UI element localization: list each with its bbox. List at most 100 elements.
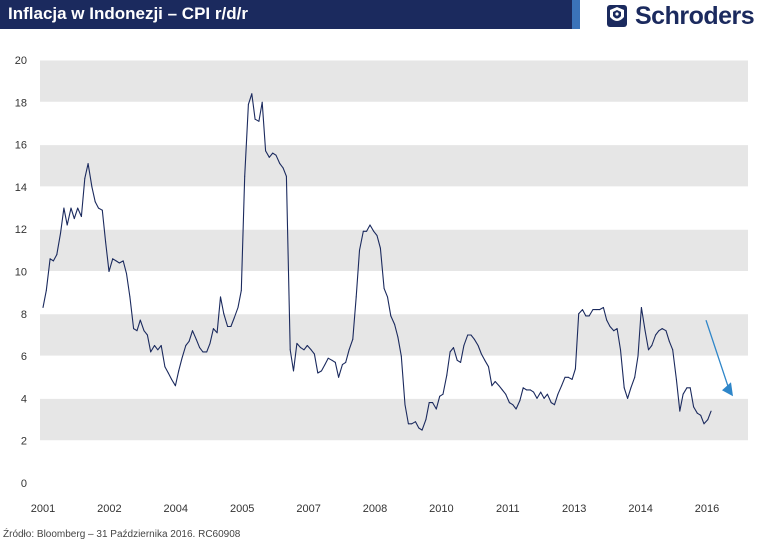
data-point [484,359,486,361]
header-accent [572,0,580,29]
data-point [341,364,343,366]
x-tick-label: 2007 [296,503,320,515]
data-point [400,355,402,357]
data-point [233,317,235,319]
data-point [658,330,660,332]
y-tick-label: 12 [15,224,27,236]
data-point [45,290,47,291]
data-point [303,349,305,351]
data-point [383,287,385,289]
data-point [178,370,180,372]
x-tick-label: 2002 [97,503,121,515]
data-point [164,366,166,368]
data-point [693,406,695,408]
data-point [630,387,632,389]
data-point [171,378,173,380]
data-point [665,330,667,332]
line-chart: 0 2 4 6 8 10 12 14 16 18 20 2001 2002 2004 2005 2007 200… [0,40,770,520]
data-point [348,349,350,351]
data-point [327,357,329,359]
data-point [672,349,674,351]
data-point [689,387,691,389]
data-point [293,370,294,372]
data-point [411,423,413,425]
y-tick-label: 18 [15,97,27,109]
y-tick-label: 6 [21,351,27,363]
data-point [359,249,360,251]
data-point [80,216,82,217]
data-point [56,254,58,256]
x-tick-label: 2010 [429,503,453,515]
data-point [209,342,211,344]
data-point [425,419,427,421]
data-point [101,209,103,211]
data-point [550,402,552,404]
data-point [285,175,287,177]
brand-name: Schroders [635,2,755,30]
data-point [397,336,399,338]
data-point [460,361,462,363]
data-point [63,207,65,209]
data-point [668,340,670,342]
data-point [477,345,479,346]
data-point [254,118,256,120]
data-point [564,376,566,378]
data-point [561,385,563,387]
data-point [627,397,629,399]
data-point [122,260,124,262]
data-point [300,347,302,349]
data-point [223,313,225,315]
data-point [154,345,155,346]
header-bar: Inflacja w Indonezji – CPI r/d/r [0,0,572,29]
data-point [602,307,604,308]
data-point [268,156,270,158]
data-point [574,368,576,370]
data-point [296,342,298,344]
data-point [306,345,308,346]
data-point [536,397,538,399]
crest-icon [607,5,627,27]
data-point [467,334,469,336]
data-point [390,315,392,317]
y-tick-label: 4 [21,393,27,405]
data-point [682,393,684,395]
data-point [428,402,430,404]
data-point [160,345,162,346]
x-tick-label: 2013 [562,503,586,515]
data-point [157,349,159,351]
data-point [227,326,229,327]
data-point [129,296,131,298]
data-point [546,393,548,395]
data-point [675,378,677,380]
data-point [272,152,274,154]
data-point [202,351,204,353]
data-point [282,167,284,169]
data-point [167,372,169,374]
data-point [446,374,448,376]
data-point [321,370,322,372]
data-point [265,150,267,152]
data-point [488,366,489,368]
data-point [501,389,503,391]
data-point [369,224,371,226]
data-point [379,247,381,249]
data-point [519,400,521,401]
data-point [230,326,232,327]
data-point [578,313,580,315]
data-point [582,309,583,311]
data-point [195,338,197,340]
data-point [522,387,524,389]
data-point [498,385,500,387]
grid-band [40,60,748,103]
data-point [526,389,527,391]
grid-band [40,229,748,272]
x-tick-label: 2008 [363,503,387,515]
y-tick-label: 14 [15,182,27,194]
data-point [533,391,535,393]
data-point [331,359,333,361]
data-point [91,186,93,188]
data-point [613,330,615,332]
data-point [247,103,249,105]
data-point [449,351,451,353]
data-point [42,307,44,308]
